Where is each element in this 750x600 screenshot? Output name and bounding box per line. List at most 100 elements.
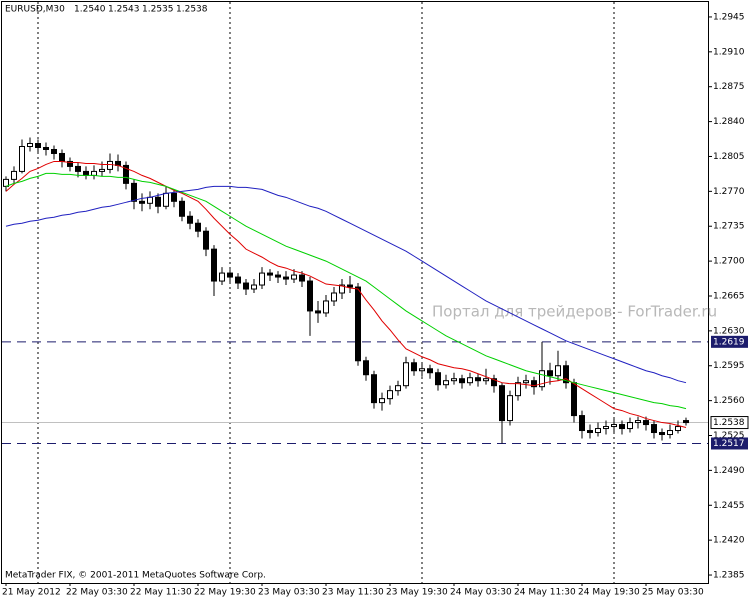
candle-body	[595, 428, 601, 434]
candle-body	[235, 276, 241, 284]
header-low: 1.2535	[142, 5, 174, 15]
candle-body	[355, 286, 361, 362]
candle-body	[523, 380, 529, 384]
candle-body	[67, 160, 73, 167]
candle-body	[411, 362, 417, 372]
candle-body	[539, 370, 545, 388]
candle-body	[379, 398, 385, 404]
candle-body	[339, 284, 345, 294]
candle-body	[259, 272, 265, 286]
candle-body	[675, 426, 681, 432]
x-tick-label: 24 May 19:30	[578, 588, 640, 598]
candle-body	[619, 424, 625, 430]
candle-body	[91, 170, 97, 176]
candle-body	[203, 230, 209, 250]
x-tick-label: 22 May 11:30	[130, 588, 192, 598]
level-box	[711, 335, 748, 348]
candle-body	[451, 378, 457, 382]
candle-body	[275, 274, 281, 278]
candle-body	[371, 374, 377, 404]
candle-body	[163, 192, 169, 207]
y-tick-label: 1.2630	[713, 326, 745, 336]
y-tick-label: 1.2455	[713, 501, 745, 511]
candle-body	[635, 420, 641, 424]
y-tick-label: 1.2910	[713, 47, 745, 57]
candle-body	[515, 382, 521, 397]
level-label: 1.2619	[713, 337, 745, 347]
candle-body	[347, 284, 353, 288]
candle-body	[563, 365, 569, 384]
candle-body	[83, 170, 89, 176]
candles	[3, 137, 689, 444]
candle-body	[459, 378, 465, 384]
candle-body	[171, 192, 177, 202]
header-open: 1.2540	[74, 5, 106, 15]
y-tick-label: 1.2665	[713, 291, 745, 301]
y-tick-label: 1.2945	[713, 12, 745, 22]
plot-frame	[1, 1, 709, 584]
level-label: 1.2517	[713, 439, 745, 449]
x-tick-label: 23 May 19:30	[386, 588, 448, 598]
candle-body	[11, 170, 17, 180]
candle-body	[659, 432, 665, 436]
candle-body	[211, 248, 217, 282]
candle-body	[579, 415, 585, 432]
candle-body	[547, 370, 553, 377]
candle-body	[299, 274, 305, 282]
x-tick-label: 21 May 2012	[2, 588, 61, 598]
candle-body	[403, 362, 409, 387]
candle-body	[627, 422, 633, 430]
candle-body	[283, 276, 289, 280]
candle-body	[59, 152, 65, 162]
bid-box	[710, 416, 749, 430]
candle-body	[75, 165, 81, 172]
candle-body	[219, 272, 225, 282]
y-tick-label: 1.2420	[713, 536, 745, 546]
candle-body	[643, 420, 649, 426]
bid-label: 1.2538	[713, 418, 745, 428]
candle-body	[483, 378, 489, 382]
candle-body	[123, 164, 129, 184]
candle-body	[363, 360, 369, 376]
candle-body	[587, 430, 593, 434]
y-tick-label: 1.2700	[713, 257, 745, 267]
level-box	[711, 437, 748, 450]
candle-body	[419, 368, 425, 372]
candle-body	[155, 196, 161, 207]
candle-body	[315, 310, 321, 314]
y-tick-label: 1.2840	[713, 117, 745, 127]
y-tick-label: 1.2595	[713, 361, 745, 371]
x-tick-label: 25 May 03:30	[642, 588, 704, 598]
x-tick-label: 24 May 11:30	[514, 588, 576, 598]
y-tick-label: 1.2525	[713, 431, 745, 441]
y-tick-label: 1.2770	[713, 187, 745, 197]
candle-body	[131, 182, 137, 202]
moving-average	[5, 185, 687, 384]
x-tick-label: 22 May 03:30	[66, 588, 128, 598]
candle-body	[251, 284, 257, 290]
candle-body	[19, 146, 25, 172]
x-tick-label: 22 May 19:30	[194, 588, 256, 598]
y-tick-label: 1.2875	[713, 82, 745, 92]
candle-body	[243, 282, 249, 290]
y-tick-label: 1.2735	[713, 222, 745, 232]
candle-body	[227, 272, 233, 278]
candle-body	[555, 365, 561, 377]
header-close: 1.2538	[176, 5, 208, 15]
y-tick-label: 1.2490	[713, 466, 745, 476]
y-tick-label: 1.2560	[713, 396, 745, 406]
symbol: EURUSD,M30	[5, 5, 65, 15]
copyright: MetaTrader FIX, © 2001-2011 MetaQuotes S…	[5, 571, 266, 581]
candle-body	[179, 200, 185, 217]
candle-body	[395, 385, 401, 392]
candle-body	[27, 143, 33, 148]
candle-body	[147, 196, 153, 204]
candle-body	[387, 390, 393, 400]
x-tick-label: 23 May 03:30	[258, 588, 320, 598]
candle-body	[499, 385, 505, 422]
candle-body	[35, 143, 41, 148]
candle-body	[291, 274, 297, 280]
x-tick-label: 23 May 11:30	[322, 588, 384, 598]
